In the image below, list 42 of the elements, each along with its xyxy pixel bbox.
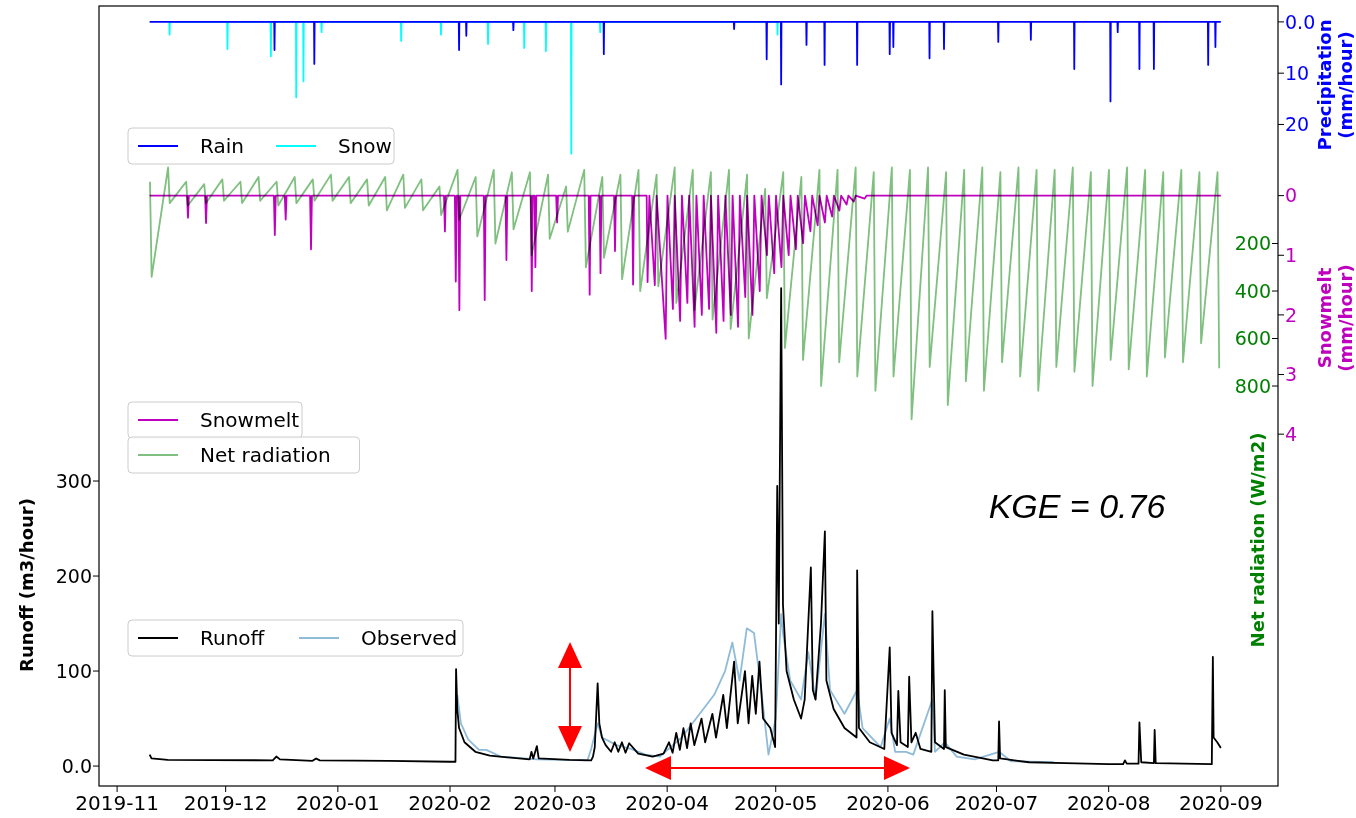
y-tick-label: 10 <box>1285 61 1310 84</box>
y-tick-label: 1 <box>1285 243 1298 266</box>
y-axis-title: Runoff (m3/hour) <box>16 498 37 672</box>
x-tick-label: 2019-12 <box>183 791 268 815</box>
y-tick-label: 0 <box>1285 184 1298 207</box>
y-axis-title: Precipitation (mm/hour) <box>1314 19 1356 151</box>
y2-tick-label: 600 <box>1234 327 1271 350</box>
legend-label: Snowmelt <box>200 408 300 432</box>
y-tick-label: 20 <box>1285 113 1310 136</box>
y-tick-label: 300 <box>55 469 92 492</box>
y-tick-label: 2 <box>1285 303 1298 326</box>
annotation: KGE = 0.76 <box>988 487 1166 525</box>
line-series <box>148 287 1222 766</box>
x-tick-label: 2020-08 <box>1066 791 1151 815</box>
y-tick-label: 100 <box>55 659 92 682</box>
y2-tick-label: 200 <box>1234 232 1271 255</box>
y-tick-label: 0.0 <box>1285 10 1316 33</box>
y-tick-label: 0.0 <box>61 754 92 777</box>
x-tick-label: 2020-04 <box>625 791 709 815</box>
y2-tick-label: 400 <box>1234 279 1271 302</box>
x-tick-label: 2020-09 <box>1179 791 1263 815</box>
x-tick-label: 2020-06 <box>846 791 930 815</box>
x-tick-label: 2020-07 <box>954 791 1039 815</box>
x-tick-label: 2020-03 <box>513 791 597 815</box>
x-tick-label: 2019-11 <box>75 791 159 815</box>
x-tick-label: 2020-02 <box>408 791 492 815</box>
y2-axis-title: Net radiation (W/m2) <box>1247 432 1268 648</box>
legend-label: Net radiation <box>200 443 331 467</box>
line-series <box>456 613 1055 764</box>
legend-label: Rain <box>200 134 244 158</box>
y-axis-title: Snowmelt (mm/hour) <box>1314 264 1356 372</box>
legend-label: Runoff <box>200 626 266 650</box>
y-tick-label: 3 <box>1285 363 1298 386</box>
y-tick-label: 200 <box>55 564 92 587</box>
line-series <box>148 194 1222 340</box>
x-tick-label: 2020-05 <box>733 791 818 815</box>
y2-tick-label: 800 <box>1234 374 1271 397</box>
legend-label: Snow <box>338 134 392 158</box>
x-tick-label: 2020-01 <box>296 791 380 815</box>
line-series <box>168 21 779 155</box>
y-tick-label: 4 <box>1285 422 1298 445</box>
legend-label: Observed <box>361 626 458 650</box>
